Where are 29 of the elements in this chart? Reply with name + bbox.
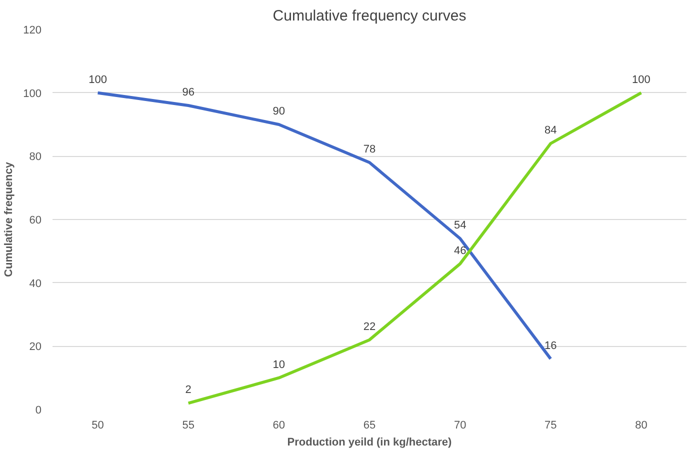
y-axis-title: Cumulative frequency	[3, 161, 16, 277]
data-label: 100	[88, 74, 107, 86]
y-tick-label: 60	[29, 214, 42, 226]
y-tick-label: 80	[29, 151, 42, 164]
data-label: 54	[454, 220, 466, 232]
data-label: 22	[363, 320, 376, 333]
data-label: 10	[272, 358, 286, 371]
x-tick-label: 50	[92, 420, 104, 432]
data-label: 100	[632, 74, 650, 86]
x-axis-title: Production yeild (in kg/hectare)	[287, 436, 452, 448]
x-tick-label: 70	[454, 420, 466, 432]
x-tick-label: 75	[544, 420, 557, 432]
x-tick-label: 55	[182, 420, 194, 432]
y-tick-label: 20	[29, 341, 42, 354]
data-label: 78	[363, 144, 376, 156]
data-label: 90	[272, 106, 286, 118]
y-tick-label: 100	[23, 88, 42, 100]
data-label: 2	[185, 384, 192, 396]
data-label: 96	[182, 86, 194, 98]
x-tick-label: 80	[635, 420, 648, 432]
data-label: 16	[544, 340, 557, 352]
x-tick-label: 65	[363, 420, 376, 432]
x-tick-label: 60	[272, 420, 286, 432]
y-tick-label: 120	[23, 24, 42, 36]
y-tick-label: 40	[29, 278, 42, 290]
data-label: 46	[454, 244, 466, 257]
data-label: 84	[544, 124, 557, 136]
chart-title: Cumulative frequency curves	[272, 8, 466, 24]
y-tick-label: 0	[35, 404, 42, 416]
